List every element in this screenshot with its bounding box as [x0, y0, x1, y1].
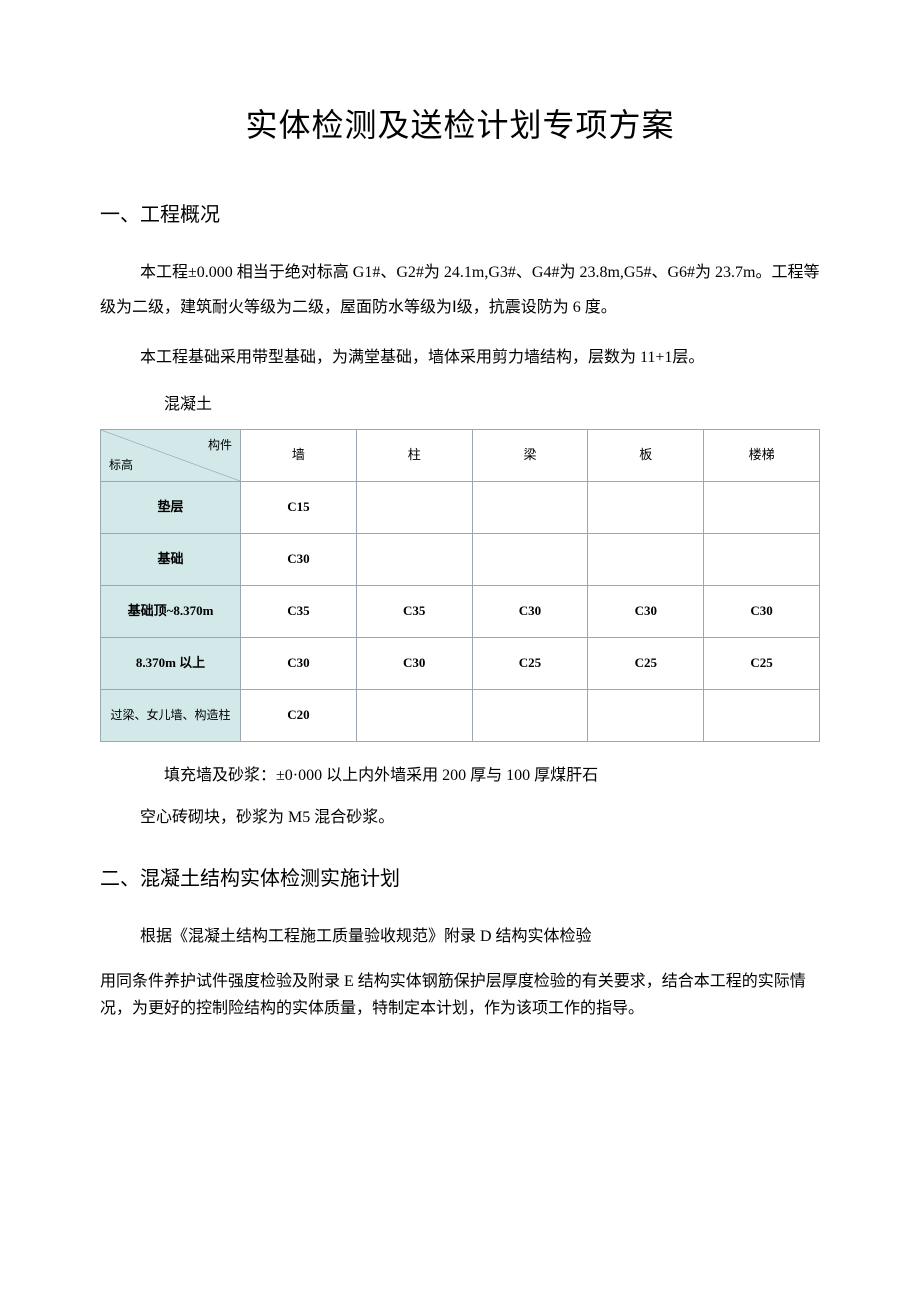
table-cell: C30 [704, 585, 820, 637]
table-cell [704, 481, 820, 533]
table-cell: C20 [241, 689, 357, 741]
table-cell: C30 [588, 585, 704, 637]
row-label: 垫层 [101, 481, 241, 533]
corner-bottom-label: 标高 [109, 456, 133, 475]
corner-top-label: 构件 [208, 436, 232, 455]
table-cell: C35 [241, 585, 357, 637]
table-cell: C30 [241, 533, 357, 585]
section2-paragraph-1: 根据《混凝土结构工程施工质量验收规范》附录 D 结构实体检验 [100, 919, 820, 954]
section1-paragraph-2: 本工程基础采用带型基础，为满堂基础，墙体采用剪力墙结构，层数为 11+1层。 [100, 340, 820, 375]
document-title: 实体检测及送检计划专项方案 [100, 100, 820, 151]
table-header-row: 构件 标高 墙 柱 梁 板 楼梯 [101, 429, 820, 481]
table-cell [472, 689, 588, 741]
table-cell [588, 533, 704, 585]
table-cell [356, 689, 472, 741]
table-row: 基础 C30 [101, 533, 820, 585]
section2-heading: 二、混凝土结构实体检测实施计划 [100, 863, 820, 895]
section2-paragraph-2: 用同条件养护试件强度检验及附录 E 结构实体钢筋保护层厚度检验的有关要求，结合本… [100, 968, 820, 1022]
table-cell [588, 481, 704, 533]
col-header: 墙 [241, 429, 357, 481]
col-header: 梁 [472, 429, 588, 481]
table-cell [704, 689, 820, 741]
table-cell: C25 [472, 637, 588, 689]
table-cell: C30 [241, 637, 357, 689]
table-cell [704, 533, 820, 585]
table-row: 8.370m 以上 C30 C30 C25 C25 C25 [101, 637, 820, 689]
section1-paragraph-1: 本工程±0.000 相当于绝对标高 G1#、G2#为 24.1m,G3#、G4#… [100, 255, 820, 325]
row-label: 8.370m 以上 [101, 637, 241, 689]
table-row: 基础顶~8.370m C35 C35 C30 C30 C30 [101, 585, 820, 637]
table-row: 过梁、女儿墙、构造柱 C20 [101, 689, 820, 741]
row-label: 过梁、女儿墙、构造柱 [101, 689, 241, 741]
section1-paragraph-3: 填充墙及砂浆：±0·000 以上内外墙采用 200 厚与 100 厚煤肝石 [100, 760, 820, 792]
table-row: 垫层 C15 [101, 481, 820, 533]
section1-paragraph-4: 空心砖砌块，砂浆为 M5 混合砂浆。 [100, 800, 820, 835]
table-corner-cell: 构件 标高 [101, 429, 241, 481]
table-cell: C15 [241, 481, 357, 533]
table-cell: C35 [356, 585, 472, 637]
table-cell: C30 [356, 637, 472, 689]
table-cell: C25 [588, 637, 704, 689]
concrete-table: 构件 标高 墙 柱 梁 板 楼梯 垫层 C15 基础 C30 [100, 429, 820, 742]
col-header: 板 [588, 429, 704, 481]
row-label: 基础顶~8.370m [101, 585, 241, 637]
table-label: 混凝土 [100, 389, 820, 421]
table-cell: C25 [704, 637, 820, 689]
table-cell [472, 481, 588, 533]
col-header: 柱 [356, 429, 472, 481]
table-cell [588, 689, 704, 741]
row-label: 基础 [101, 533, 241, 585]
section1-heading: 一、工程概况 [100, 199, 820, 231]
table-cell [356, 481, 472, 533]
table-cell [356, 533, 472, 585]
col-header: 楼梯 [704, 429, 820, 481]
table-cell: C30 [472, 585, 588, 637]
table-cell [472, 533, 588, 585]
